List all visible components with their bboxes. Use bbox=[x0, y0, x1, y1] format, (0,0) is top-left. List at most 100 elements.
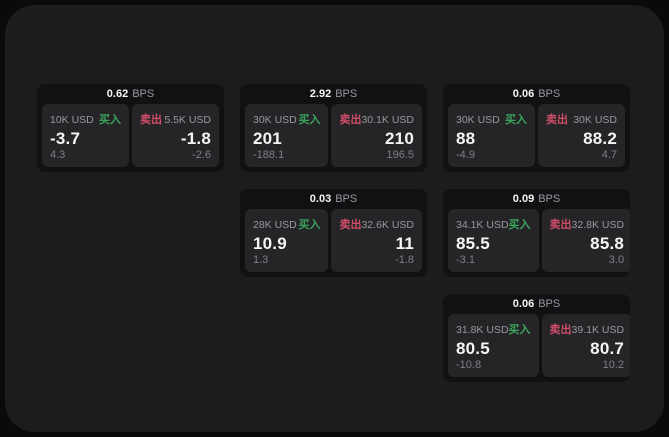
buy-notional: 31.8K USD bbox=[456, 324, 509, 336]
buy-side-label: 买入 bbox=[505, 114, 527, 126]
buy-price: 88 bbox=[456, 129, 476, 148]
buy-side-label: 买入 bbox=[99, 114, 121, 126]
quote-card: 0.62 BPS 10K USD 买入 -3.7 4.3 卖出 5.5K USD … bbox=[37, 84, 224, 172]
spread-value: 0.62 bbox=[106, 88, 129, 100]
buy-notional: 34.1K USD bbox=[456, 219, 509, 231]
sell-tile[interactable]: 卖出 32.8K USD 85.8 3.0 bbox=[541, 209, 630, 272]
sell-delta: 3.0 bbox=[608, 254, 625, 266]
sell-tile[interactable]: 卖出 30.1K USD 210 196.5 bbox=[331, 104, 422, 167]
quote-tiles: 28K USD 买入 10.9 1.3 卖出 32.6K USD 11 -1.8 bbox=[240, 209, 427, 277]
app-window: 0.62 BPS 10K USD 买入 -3.7 4.3 卖出 5.5K USD … bbox=[5, 5, 664, 432]
sell-tile-header: 卖出 5.5K USD bbox=[140, 111, 211, 127]
sell-notional: 32.6K USD bbox=[361, 219, 414, 231]
quote-card: 2.92 BPS 30K USD 买入 201 -188.1 卖出 30.1K U… bbox=[240, 84, 427, 172]
buy-tile-header: 30K USD 买入 bbox=[253, 111, 320, 127]
spread-unit-label: BPS bbox=[132, 88, 155, 100]
sell-tile-header: 卖出 30.1K USD bbox=[339, 111, 414, 127]
buy-tile[interactable]: 34.1K USD 买入 85.5 -3.1 bbox=[448, 209, 539, 272]
buy-price: 80.5 bbox=[456, 339, 490, 358]
sell-notional: 39.1K USD bbox=[571, 324, 625, 336]
buy-tile[interactable]: 28K USD 买入 10.9 1.3 bbox=[245, 209, 329, 272]
sell-price: 210 bbox=[385, 129, 414, 148]
buy-delta: -188.1 bbox=[253, 149, 285, 161]
spread-header: 0.62 BPS bbox=[37, 84, 224, 104]
buy-tile-header: 10K USD 买入 bbox=[50, 111, 121, 127]
spread-header: 0.06 BPS bbox=[443, 84, 630, 104]
spread-unit-label: BPS bbox=[335, 193, 358, 205]
sell-notional: 5.5K USD bbox=[164, 114, 211, 126]
sell-delta: -1.8 bbox=[395, 254, 414, 266]
sell-tile-header: 卖出 30K USD bbox=[546, 111, 617, 127]
buy-tile-header: 31.8K USD 买入 bbox=[456, 321, 531, 337]
sell-notional: 30.1K USD bbox=[361, 114, 414, 126]
sell-tile-header: 卖出 39.1K USD bbox=[550, 321, 625, 337]
spread-unit-label: BPS bbox=[538, 88, 561, 100]
sell-side-label: 卖出 bbox=[549, 219, 572, 231]
sell-delta: 10.2 bbox=[602, 359, 625, 371]
quote-card: 0.06 BPS 30K USD 买入 88 -4.9 卖出 30K USD 88… bbox=[443, 84, 630, 172]
spread-header: 2.92 BPS bbox=[240, 84, 427, 104]
buy-notional: 30K USD bbox=[253, 114, 297, 126]
buy-notional: 10K USD bbox=[50, 114, 94, 126]
buy-tile[interactable]: 30K USD 买入 88 -4.9 bbox=[448, 104, 535, 167]
sell-price: 88.2 bbox=[583, 129, 617, 148]
buy-price: 201 bbox=[253, 129, 282, 148]
sell-notional: 32.8K USD bbox=[571, 219, 625, 231]
buy-tile[interactable]: 31.8K USD 买入 80.5 -10.8 bbox=[448, 314, 539, 377]
quote-tiles: 10K USD 买入 -3.7 4.3 卖出 5.5K USD -1.8 -2.… bbox=[37, 104, 224, 172]
spread-value: 2.92 bbox=[309, 88, 332, 100]
buy-notional: 28K USD bbox=[253, 219, 297, 231]
sell-tile-header: 卖出 32.6K USD bbox=[339, 216, 414, 232]
sell-side-label: 卖出 bbox=[339, 219, 362, 231]
buy-side-label: 买入 bbox=[298, 219, 321, 231]
spread-value: 0.06 bbox=[512, 298, 535, 310]
buy-notional: 30K USD bbox=[456, 114, 500, 126]
buy-tile-header: 30K USD 买入 bbox=[456, 111, 527, 127]
buy-delta: -4.9 bbox=[456, 149, 475, 161]
spread-unit-label: BPS bbox=[538, 298, 561, 310]
sell-tile-header: 卖出 32.8K USD bbox=[550, 216, 625, 232]
buy-side-label: 买入 bbox=[298, 114, 321, 126]
buy-delta: -3.1 bbox=[456, 254, 475, 266]
buy-delta: -10.8 bbox=[456, 359, 482, 371]
sell-tile[interactable]: 卖出 5.5K USD -1.8 -2.6 bbox=[132, 104, 219, 167]
buy-price: -3.7 bbox=[50, 129, 81, 148]
quote-card: 0.06 BPS 31.8K USD 买入 80.5 -10.8 卖出 39.1K… bbox=[443, 294, 630, 382]
quote-tiles: 30K USD 买入 201 -188.1 卖出 30.1K USD 210 1… bbox=[240, 104, 427, 172]
spread-unit-label: BPS bbox=[538, 193, 561, 205]
quote-tiles: 30K USD 买入 88 -4.9 卖出 30K USD 88.2 4.7 bbox=[443, 104, 630, 172]
sell-tile[interactable]: 卖出 39.1K USD 80.7 10.2 bbox=[541, 314, 630, 377]
sell-side-label: 卖出 bbox=[549, 324, 572, 336]
sell-delta: 196.5 bbox=[386, 149, 414, 161]
sell-price: 11 bbox=[395, 234, 414, 253]
buy-side-label: 买入 bbox=[508, 219, 531, 231]
sell-price: -1.8 bbox=[180, 129, 211, 148]
sell-tile[interactable]: 卖出 32.6K USD 11 -1.8 bbox=[331, 209, 422, 272]
sell-delta: 4.7 bbox=[601, 149, 617, 161]
quote-cards-grid: 0.62 BPS 10K USD 买入 -3.7 4.3 卖出 5.5K USD … bbox=[37, 84, 630, 382]
quote-tiles: 31.8K USD 买入 80.5 -10.8 卖出 39.1K USD 80.… bbox=[443, 314, 630, 382]
sell-price: 85.8 bbox=[590, 234, 625, 253]
buy-tile-header: 28K USD 买入 bbox=[253, 216, 320, 232]
buy-price: 85.5 bbox=[456, 234, 490, 253]
spread-header: 0.06 BPS bbox=[443, 294, 630, 314]
sell-notional: 30K USD bbox=[573, 114, 617, 126]
sell-side-label: 卖出 bbox=[339, 114, 362, 126]
sell-tile[interactable]: 卖出 30K USD 88.2 4.7 bbox=[538, 104, 625, 167]
sell-side-label: 卖出 bbox=[140, 114, 162, 126]
buy-tile[interactable]: 30K USD 买入 201 -188.1 bbox=[245, 104, 329, 167]
spread-value: 0.09 bbox=[512, 193, 535, 205]
quote-tiles: 34.1K USD 买入 85.5 -3.1 卖出 32.8K USD 85.8… bbox=[443, 209, 630, 277]
spread-header: 0.03 BPS bbox=[240, 189, 427, 209]
spread-header: 0.09 BPS bbox=[443, 189, 630, 209]
buy-tile-header: 34.1K USD 买入 bbox=[456, 216, 531, 232]
buy-tile[interactable]: 10K USD 买入 -3.7 4.3 bbox=[42, 104, 129, 167]
spread-unit-label: BPS bbox=[335, 88, 358, 100]
sell-delta: -2.6 bbox=[192, 149, 211, 161]
quote-card: 0.03 BPS 28K USD 买入 10.9 1.3 卖出 32.6K USD… bbox=[240, 189, 427, 277]
buy-price: 10.9 bbox=[253, 234, 287, 253]
spread-value: 0.03 bbox=[309, 193, 332, 205]
buy-delta: 4.3 bbox=[50, 149, 66, 161]
spread-value: 0.06 bbox=[512, 88, 535, 100]
